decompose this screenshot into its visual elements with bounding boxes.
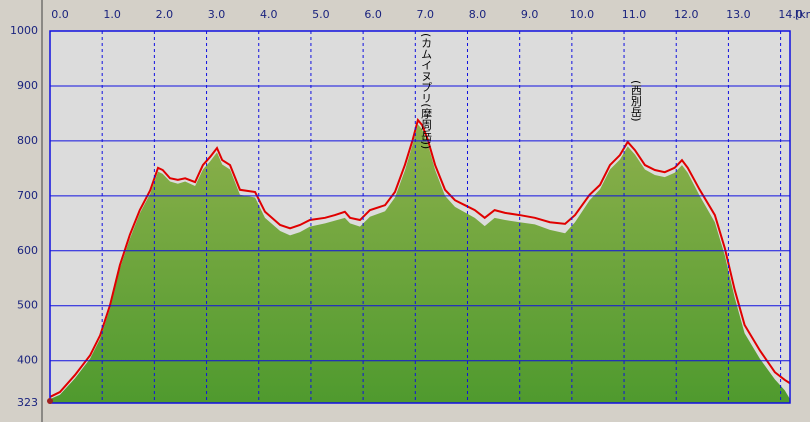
x-tick-label: 5.0: [312, 8, 330, 21]
x-tick-label: 4.0: [260, 8, 278, 21]
x-tick-label: 9.0: [521, 8, 539, 21]
x-axis-unit: [km]: [795, 8, 810, 21]
plot-frame: [49, 30, 791, 404]
x-tick-label: 1.0: [103, 8, 121, 21]
y-tick-label: 700: [17, 189, 38, 202]
x-tick-label: 8.0: [469, 8, 487, 21]
x-tick-label: 6.0: [364, 8, 382, 21]
y-tick-label: 900: [17, 79, 38, 92]
y-tick-label: 323: [17, 396, 38, 409]
x-tick-label: 12.0: [674, 8, 699, 21]
y-tick-label: 600: [17, 244, 38, 257]
terrain-area: [50, 124, 790, 403]
x-tick-label: 2.0: [156, 8, 174, 21]
y-tick-label: 400: [17, 354, 38, 367]
y-tick-label: 800: [17, 134, 38, 147]
x-tick-label: 11.0: [622, 8, 647, 21]
x-tick-label: 10.0: [570, 8, 595, 21]
x-tick-label: 3.0: [208, 8, 226, 21]
peak-label: (西別岳): [629, 80, 642, 122]
peak-label: (カムイヌプリ(摩周岳)): [420, 33, 433, 149]
x-tick-label: 0.0: [51, 8, 69, 21]
x-tick-label: 7.0: [417, 8, 435, 21]
y-tick-label: 500: [17, 299, 38, 312]
x-tick-label: 13.0: [726, 8, 751, 21]
y-tick-label: 1000: [10, 24, 38, 37]
start-marker: [47, 398, 53, 404]
route-line: [49, 117, 791, 398]
x-tick-label: 14.0: [778, 8, 803, 21]
